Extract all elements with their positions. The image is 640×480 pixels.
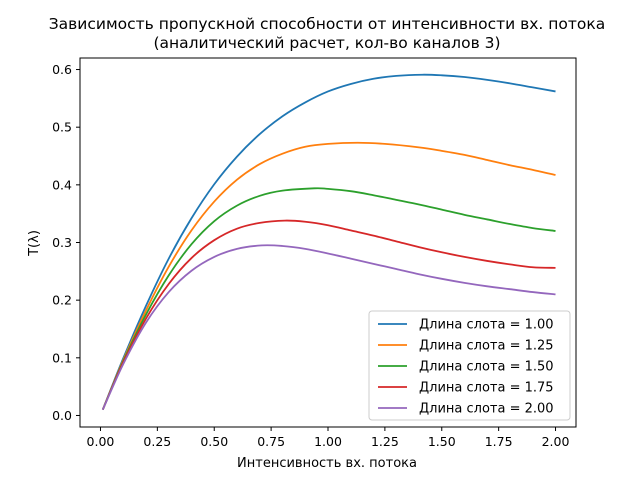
- y-axis-label: T(λ): [27, 230, 42, 257]
- chart-title: Зависимость пропускной способности от ин…: [49, 15, 606, 33]
- x-tick-label: 1.75: [485, 434, 513, 449]
- legend-label-4: Длина слота = 1.75: [419, 381, 554, 396]
- series-line-3: [101, 187, 556, 411]
- x-tick-label: 0.25: [143, 434, 171, 449]
- y-tick-label: 0.3: [52, 235, 72, 250]
- plot-lines: [101, 73, 556, 411]
- legend-label-3: Длина слота = 1.50: [419, 360, 554, 375]
- legend-box: [368, 310, 571, 421]
- legend: Длина слота = 1.00 Длина слота = 1.25 Длин…: [368, 310, 571, 421]
- x-tick-label: 0.00: [87, 434, 115, 449]
- x-tick-label: 2.00: [542, 434, 570, 449]
- chart-title-group: Зависимость пропускной способности от ин…: [49, 15, 606, 52]
- x-axis-label: Интенсивность вх. потока: [237, 456, 417, 471]
- y-tick-label: 0.5: [52, 120, 72, 135]
- series-line-1: [101, 73, 556, 411]
- legend-label-2: Длина слота = 1.25: [419, 339, 554, 354]
- legend-label-5: Длина слота = 2.00: [419, 402, 554, 417]
- x-tick-label: 0.50: [200, 434, 228, 449]
- series-line-5: [101, 244, 556, 411]
- series-line-4: [101, 219, 556, 411]
- axis-ticks: 0.00 0.25 0.50 0.75 1.00 1.25 1.50 1.75 2.00 0.0 0…: [52, 62, 569, 449]
- y-tick-label: 0.4: [52, 177, 72, 192]
- legend-label-1: Длина слота = 1.00: [419, 318, 554, 333]
- x-tick-label: 0.75: [257, 434, 285, 449]
- x-tick-label: 1.50: [428, 434, 456, 449]
- chart-subtitle: (аналитический расчет, кол-во каналов 3): [153, 34, 500, 52]
- y-tick-label: 0.2: [52, 293, 72, 308]
- y-tick-label: 0.6: [52, 62, 72, 77]
- x-tick-label: 1.00: [314, 434, 342, 449]
- y-tick-label: 0.0: [52, 408, 72, 423]
- series-line-2: [101, 141, 556, 411]
- y-tick-label: 0.1: [52, 350, 72, 365]
- x-tick-label: 1.25: [371, 434, 399, 449]
- plot-frame: [79, 57, 577, 428]
